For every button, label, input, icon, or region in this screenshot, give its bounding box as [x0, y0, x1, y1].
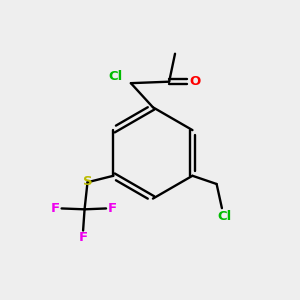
Text: O: O: [189, 75, 200, 88]
Text: S: S: [83, 175, 92, 188]
Text: F: F: [108, 202, 117, 215]
Text: F: F: [51, 202, 60, 215]
Text: Cl: Cl: [217, 211, 231, 224]
Text: F: F: [79, 231, 88, 244]
Text: Cl: Cl: [108, 70, 123, 83]
